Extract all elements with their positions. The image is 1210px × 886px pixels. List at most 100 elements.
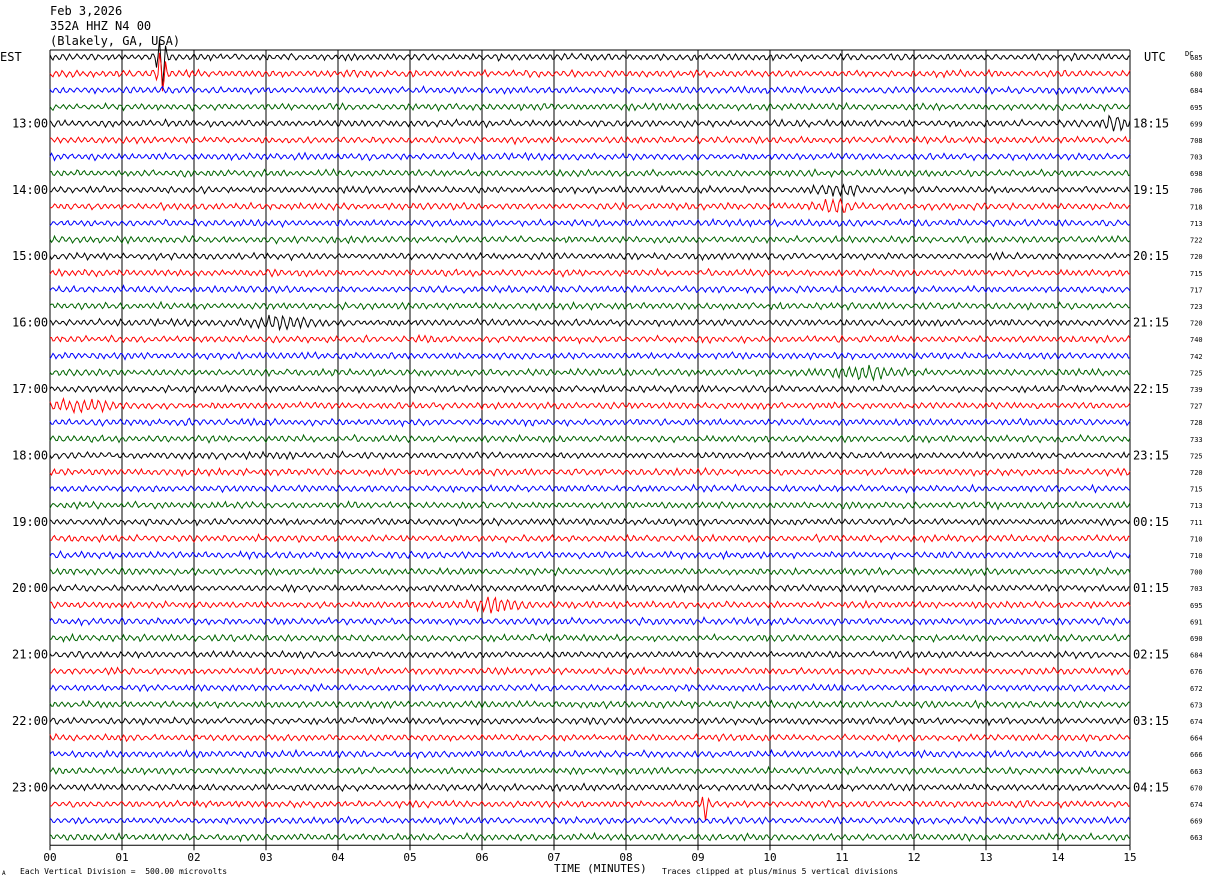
right-hour-label: 03:15 (1133, 714, 1169, 728)
dc-offset-label: 715 (1190, 270, 1203, 278)
dc-offset-label: 717 (1190, 286, 1203, 294)
dc-offset-label: 739 (1190, 386, 1203, 394)
seismic-trace (49, 351, 1131, 361)
dc-offset-label: 669 (1190, 818, 1203, 826)
right-hour-label: 02:15 (1133, 648, 1169, 662)
left-hour-label: 18:00 (12, 448, 48, 462)
dc-offset-label: 695 (1190, 104, 1203, 112)
seismic-trace (49, 217, 1131, 229)
seismic-trace (49, 765, 1131, 776)
left-hour-label: 14:00 (12, 183, 48, 197)
dc-offset-label: 742 (1190, 353, 1203, 361)
x-tick-label: 05 (403, 851, 416, 864)
left-hour-label: 22:00 (12, 714, 48, 728)
seismic-trace (49, 417, 1131, 428)
dc-offset-label: 700 (1190, 569, 1203, 577)
dc-offset-label: 690 (1190, 635, 1203, 643)
seismic-trace (49, 796, 1131, 821)
dc-offset-label: 715 (1190, 486, 1203, 494)
seismic-trace (49, 699, 1131, 710)
dc-offset-label: 685 (1190, 54, 1203, 62)
dc-offset-label: 728 (1190, 419, 1203, 427)
dc-offset-label: 699 (1190, 120, 1203, 128)
x-tick-label: 13 (979, 851, 992, 864)
x-tick-label: 04 (331, 851, 345, 864)
left-hour-label: 21:00 (12, 648, 48, 662)
seismic-trace (49, 267, 1131, 278)
left-hour-label: 19:00 (12, 515, 48, 529)
seismic-trace (49, 466, 1131, 478)
seismic-trace (49, 151, 1131, 162)
dc-offset-label: 725 (1190, 369, 1203, 377)
dc-offset-label: 703 (1190, 585, 1203, 593)
dc-offset-label: 676 (1190, 668, 1203, 676)
right-hour-label: 22:15 (1133, 382, 1169, 396)
scale-note: Each Vertical Division = 500.00 microvol… (20, 867, 228, 876)
right-hour-label: 20:15 (1133, 249, 1169, 263)
dc-offset-label: 722 (1190, 237, 1203, 245)
seismic-trace (49, 583, 1131, 594)
dc-offset-label: 695 (1190, 602, 1203, 610)
seismic-trace (50, 533, 1131, 544)
dc-offset-label: 670 (1190, 784, 1203, 792)
seismic-trace (49, 314, 1131, 332)
dc-offset-label: 708 (1190, 137, 1203, 145)
dc-offset-label: 710 (1190, 552, 1203, 560)
seismic-trace (49, 396, 1131, 415)
seismic-trace (49, 682, 1131, 693)
dc-offset-label: 664 (1190, 735, 1203, 743)
x-tick-label: 03 (259, 851, 272, 864)
seismic-trace (49, 433, 1131, 444)
x-tick-label: 10 (763, 851, 776, 864)
seismic-trace (49, 815, 1131, 826)
seismic-trace (49, 284, 1131, 295)
dc-offset-label: 711 (1190, 519, 1203, 527)
dc-offset-label: 703 (1190, 154, 1203, 162)
right-hour-label: 19:15 (1133, 183, 1169, 197)
dc-header-label: DC (1185, 50, 1194, 58)
seismic-trace (49, 384, 1131, 394)
seismic-trace (49, 364, 1131, 382)
x-tick-label: 02 (187, 851, 200, 864)
left-hour-label: 23:00 (12, 780, 48, 794)
seismic-trace (49, 666, 1131, 677)
seismic-trace (49, 114, 1131, 132)
seismic-trace (49, 134, 1131, 146)
right-hour-label: 01:15 (1133, 581, 1169, 595)
dc-offset-label: 684 (1190, 652, 1203, 660)
dc-offset-label: 673 (1190, 701, 1203, 709)
right-hour-label: 00:15 (1133, 515, 1169, 529)
x-tick-label: 08 (619, 851, 632, 864)
seismic-trace (49, 716, 1131, 727)
seismic-trace (49, 732, 1131, 743)
seismic-trace (49, 616, 1131, 627)
dc-offset-label: 663 (1190, 834, 1203, 842)
left-timezone-label: EST (0, 50, 22, 64)
x-tick-label: 07 (547, 851, 560, 864)
dc-offset-label: 725 (1190, 452, 1203, 460)
seismic-trace (49, 632, 1131, 644)
dc-offset-label: 698 (1190, 170, 1203, 178)
seismic-trace (49, 549, 1131, 561)
dc-offset-label: 672 (1190, 685, 1203, 693)
left-hour-label: 13:00 (12, 116, 48, 130)
right-hour-label: 18:15 (1133, 116, 1169, 130)
seismic-trace (50, 183, 1131, 198)
dc-offset-label: 663 (1190, 768, 1203, 776)
dc-offset-label: 674 (1190, 801, 1203, 809)
right-timezone-label: UTC (1144, 50, 1166, 64)
left-hour-label: 16:00 (12, 316, 48, 330)
dc-offset-label: 684 (1190, 87, 1203, 95)
seismic-trace (49, 649, 1131, 660)
seismic-trace (49, 101, 1131, 113)
left-hour-label: 15:00 (12, 249, 48, 263)
seismic-trace (49, 831, 1131, 843)
dc-offset-label: 727 (1190, 403, 1203, 411)
right-hour-label: 04:15 (1133, 780, 1169, 794)
seismic-trace (49, 516, 1131, 527)
x-tick-label: 06 (475, 851, 488, 864)
dc-offset-label: 720 (1190, 253, 1203, 261)
x-tick-label: 14 (1051, 851, 1065, 864)
x-tick-label: 15 (1123, 851, 1136, 864)
